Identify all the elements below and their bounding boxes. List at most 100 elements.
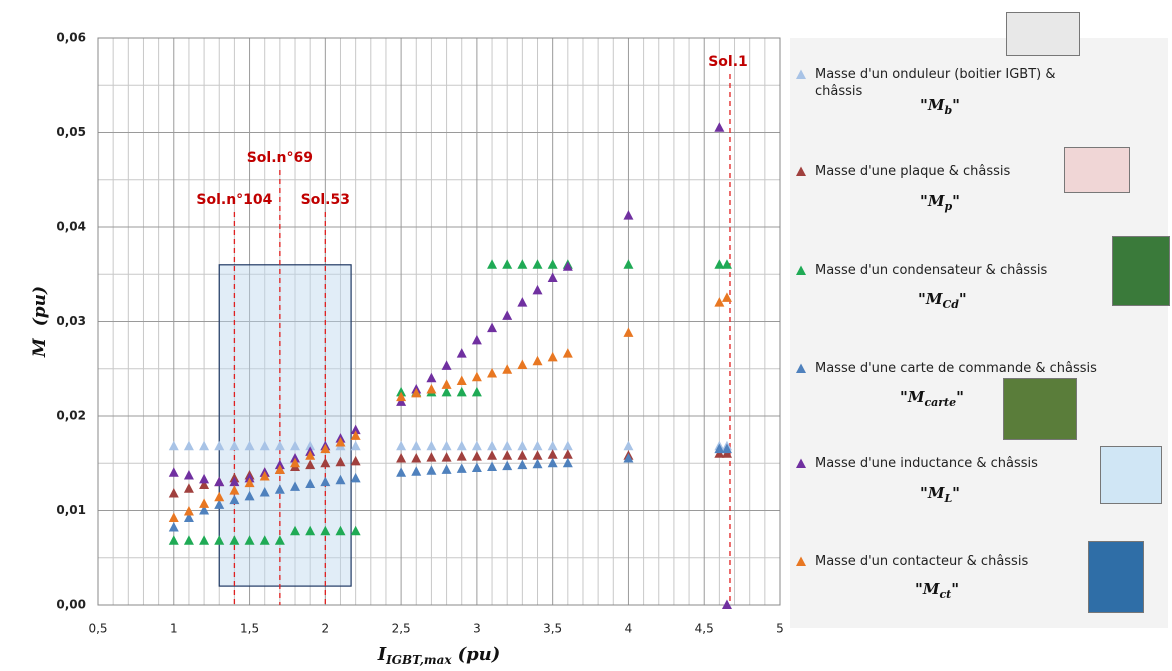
data-point bbox=[502, 440, 513, 451]
annotation-label: Sol.1 bbox=[708, 54, 748, 70]
data-point bbox=[532, 284, 543, 295]
data-point bbox=[290, 481, 301, 491]
data-point bbox=[532, 440, 543, 451]
data-point bbox=[320, 457, 331, 468]
data-point bbox=[532, 259, 543, 269]
y-tick-label: 0,02 bbox=[56, 409, 86, 423]
data-point bbox=[532, 450, 543, 460]
data-point bbox=[517, 459, 528, 470]
data-point bbox=[199, 498, 210, 508]
data-point bbox=[562, 440, 573, 451]
y-tick-label: 0,03 bbox=[56, 314, 86, 328]
data-point bbox=[411, 453, 422, 463]
data-point bbox=[441, 464, 452, 474]
data-point bbox=[714, 297, 725, 307]
data-point bbox=[274, 464, 285, 474]
data-point bbox=[547, 351, 558, 362]
quote: " bbox=[918, 290, 926, 308]
legend-label: Masse d'une plaque & châssis bbox=[815, 164, 1011, 179]
data-point bbox=[305, 525, 316, 536]
quote: " bbox=[951, 580, 960, 598]
x-tick-label: 1,5 bbox=[240, 622, 259, 636]
data-point bbox=[335, 436, 346, 447]
data-point bbox=[244, 535, 255, 545]
data-point bbox=[517, 297, 528, 307]
data-point bbox=[350, 472, 361, 483]
data-point bbox=[168, 487, 179, 498]
data-point bbox=[623, 453, 634, 463]
legend-symbol: "Mct" bbox=[915, 580, 959, 601]
data-point bbox=[547, 449, 558, 459]
symbol-base: M bbox=[922, 580, 940, 598]
y-tick-label: 0,05 bbox=[56, 125, 86, 139]
data-point bbox=[214, 440, 225, 451]
legend-marker bbox=[796, 166, 806, 176]
symbol-base: M bbox=[927, 96, 945, 114]
data-point bbox=[335, 456, 346, 467]
legend-symbol: "ML" bbox=[920, 484, 960, 505]
data-point bbox=[396, 467, 407, 477]
data-point bbox=[721, 292, 732, 302]
data-point bbox=[183, 440, 194, 451]
data-point bbox=[471, 386, 482, 397]
data-point bbox=[229, 535, 240, 545]
data-point bbox=[502, 259, 513, 269]
data-point bbox=[547, 259, 558, 269]
data-point bbox=[721, 599, 732, 609]
data-point bbox=[183, 470, 194, 480]
data-point bbox=[274, 535, 285, 545]
data-point bbox=[320, 476, 331, 487]
legend-label: Masse d'un onduleur (boitier IGBT) & châ… bbox=[815, 67, 1056, 99]
data-point bbox=[199, 505, 210, 515]
data-point bbox=[168, 522, 179, 532]
data-point bbox=[456, 386, 467, 397]
highlight-box bbox=[218, 264, 352, 587]
quote: " bbox=[952, 192, 960, 210]
data-point bbox=[623, 327, 634, 337]
data-point bbox=[290, 457, 301, 468]
symbol-sub: L bbox=[944, 492, 953, 505]
legend-panel bbox=[790, 38, 1168, 628]
data-point bbox=[168, 512, 179, 523]
data-point bbox=[168, 467, 179, 477]
data-point bbox=[199, 473, 210, 484]
quote: " bbox=[920, 192, 928, 210]
data-point bbox=[562, 348, 573, 358]
data-point bbox=[168, 440, 179, 451]
data-point bbox=[214, 476, 225, 487]
data-point bbox=[411, 466, 422, 476]
data-point bbox=[214, 491, 225, 502]
data-point bbox=[441, 452, 452, 462]
x-tick-label: 4,5 bbox=[695, 622, 714, 636]
data-point bbox=[350, 430, 361, 440]
data-point bbox=[168, 535, 179, 545]
data-point bbox=[441, 379, 452, 389]
data-point bbox=[305, 478, 316, 489]
x-tick-label: 3 bbox=[473, 622, 481, 636]
data-point bbox=[426, 372, 437, 383]
data-point bbox=[502, 450, 513, 460]
data-point bbox=[721, 259, 732, 269]
data-point bbox=[183, 512, 194, 523]
quote: " bbox=[952, 484, 960, 502]
annotation-label: Sol.53 bbox=[301, 192, 350, 208]
annotation-label: Sol.n°104 bbox=[196, 192, 272, 208]
data-point bbox=[426, 440, 437, 451]
data-point bbox=[517, 259, 528, 269]
legend-symbol: "Mp" bbox=[920, 192, 960, 213]
data-point bbox=[214, 499, 225, 509]
data-point bbox=[547, 457, 558, 468]
data-point bbox=[471, 371, 482, 382]
x-tick-label: 2 bbox=[322, 622, 330, 636]
data-point bbox=[532, 355, 543, 366]
data-point bbox=[502, 364, 513, 374]
data-point bbox=[350, 440, 361, 451]
data-point bbox=[487, 322, 498, 333]
legend-image bbox=[1112, 236, 1170, 306]
data-point bbox=[426, 465, 437, 475]
data-point bbox=[487, 367, 498, 378]
data-point bbox=[441, 440, 452, 451]
data-point bbox=[441, 360, 452, 370]
data-point bbox=[456, 348, 467, 358]
